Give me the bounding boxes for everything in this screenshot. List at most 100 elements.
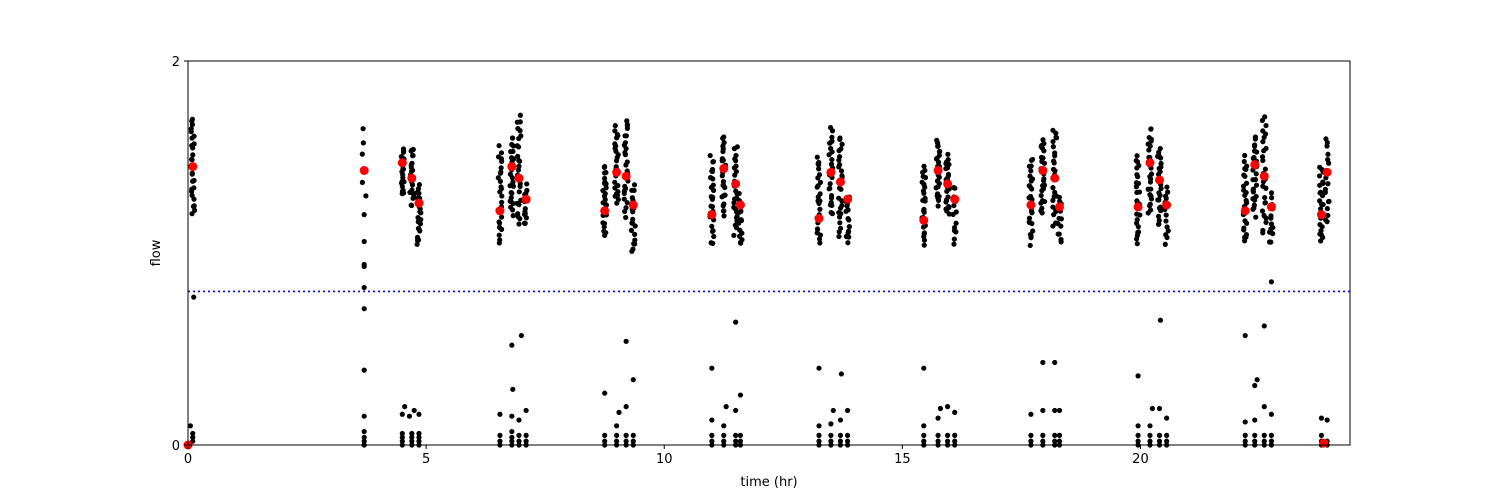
sample-point (1134, 217, 1140, 223)
mean-point (1266, 202, 1276, 212)
sample-point (1028, 432, 1034, 438)
sample-point (709, 417, 715, 423)
sample-point (1260, 227, 1266, 234)
sample-point (1254, 149, 1260, 155)
sample-point (828, 193, 835, 199)
sample-point (516, 432, 522, 438)
sample-point (499, 193, 505, 199)
sample-point (707, 152, 713, 159)
sample-point (1268, 432, 1275, 438)
sample-point (816, 438, 822, 444)
sample-point (922, 174, 929, 181)
sample-point (709, 365, 715, 371)
sample-point (816, 166, 822, 172)
sample-point (1263, 219, 1269, 225)
sample-point (1253, 214, 1259, 220)
sample-point (721, 201, 727, 207)
sample-point (1050, 138, 1056, 145)
sample-point (830, 407, 836, 414)
sample-point (623, 133, 629, 139)
sample-point (944, 438, 951, 444)
sample-point (1158, 185, 1164, 192)
sample-point (816, 423, 822, 429)
sample-point (1253, 193, 1259, 200)
sample-point (1268, 438, 1275, 444)
sample-point (632, 231, 638, 237)
sample-point (1242, 438, 1248, 444)
sample-point (359, 151, 365, 157)
sample-point (946, 204, 952, 210)
sample-point (733, 407, 739, 414)
sample-point (1260, 128, 1266, 134)
sample-point (738, 208, 744, 214)
sample-point (1326, 198, 1332, 204)
sample-point (1163, 193, 1169, 199)
sample-point (921, 438, 927, 444)
sample-point (733, 163, 739, 169)
sample-point (189, 192, 195, 199)
y-axis: 02 (172, 55, 188, 454)
sample-point (1058, 236, 1064, 243)
sample-point (721, 213, 727, 219)
mean-point (414, 198, 424, 208)
sample-point (1259, 154, 1266, 160)
sample-point (630, 432, 636, 438)
sample-point (1056, 438, 1063, 444)
sample-point (603, 185, 609, 191)
sample-point (1318, 432, 1325, 438)
sample-point (828, 199, 834, 206)
sample-point (937, 148, 943, 154)
means-layer (183, 158, 1332, 450)
sample-point (361, 438, 367, 444)
sample-point (612, 123, 618, 129)
sample-point (622, 140, 629, 146)
sample-point (523, 438, 529, 444)
mean-point (495, 206, 505, 216)
sample-point (837, 135, 843, 141)
sample-point (1134, 241, 1140, 247)
sample-point (935, 438, 941, 444)
sample-point (838, 168, 845, 174)
sample-point (399, 438, 405, 444)
sample-point (497, 432, 503, 438)
x-tick-label: 0 (184, 452, 192, 467)
sample-point (708, 203, 714, 209)
sample-point (1262, 200, 1268, 206)
sample-point (1164, 184, 1170, 190)
sample-point (1040, 438, 1046, 444)
sample-point (828, 161, 835, 167)
sample-point (1320, 201, 1326, 208)
sample-point (837, 438, 844, 444)
sample-point (398, 154, 404, 160)
sample-point (829, 138, 835, 144)
sample-point (817, 198, 823, 204)
sample-point (1241, 158, 1247, 165)
sample-point (1268, 221, 1275, 227)
sample-point (1268, 411, 1275, 417)
sample-point (1325, 151, 1331, 157)
sample-point (622, 183, 628, 189)
sample-point (1317, 164, 1323, 170)
sample-point (845, 207, 851, 213)
sample-point (733, 319, 739, 325)
sample-point (1163, 212, 1169, 218)
sample-point (1053, 134, 1059, 140)
sample-point (1040, 137, 1046, 143)
sample-point (524, 181, 530, 187)
sample-point (1134, 153, 1140, 159)
sample-point (837, 225, 844, 231)
sample-point (1156, 205, 1163, 211)
mean-point (621, 171, 631, 181)
sample-point (1252, 417, 1258, 423)
sample-point (829, 156, 835, 163)
sample-point (190, 430, 196, 437)
sample-point (601, 164, 608, 170)
sample-point (363, 193, 369, 199)
sample-point (510, 386, 516, 392)
sample-point (191, 294, 197, 300)
sample-point (516, 189, 522, 195)
sample-point (1261, 323, 1267, 329)
sample-point (516, 221, 522, 227)
sample-point (719, 156, 725, 162)
sample-point (417, 221, 424, 227)
